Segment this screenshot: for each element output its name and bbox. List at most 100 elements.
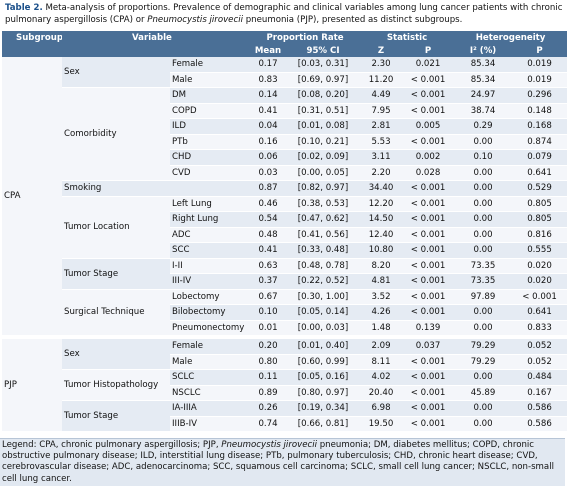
p-value: < 0.001 xyxy=(402,258,455,274)
p-value: < 0.001 xyxy=(402,211,455,228)
table-row: Tumor Histopathology SCLC 0.11 [0.05, 0.16]… xyxy=(2,369,568,401)
sub-variable: IIIB-IV xyxy=(170,416,251,432)
mean-value: 0.04 xyxy=(250,118,287,135)
p-value: < 0.001 xyxy=(402,273,455,290)
mean-value: 0.48 xyxy=(250,227,287,243)
header-ci: 95% CI xyxy=(286,44,361,57)
heterogeneity-p-value: 0.586 xyxy=(512,416,568,432)
table-row: CVD 0.03 [0.00, 0.05] 2.20 0.028 0.00 0.641 xyxy=(2,165,568,181)
i2-value: 45.89 xyxy=(454,385,513,401)
z-value: 20.40 xyxy=(360,385,403,401)
header-proportion-rate: Proportion Rate xyxy=(250,31,361,44)
sub-variable: NSCLC xyxy=(170,385,251,401)
category-label: Tumor Stage xyxy=(62,400,170,432)
ci-value: [0.66, 0.81] xyxy=(286,416,361,432)
heterogeneity-p-value: 0.833 xyxy=(512,320,568,336)
header-mean: Mean xyxy=(250,44,287,57)
heterogeneity-p-value: 0.296 xyxy=(512,87,568,104)
subgroup-label: CPA xyxy=(2,57,62,336)
legend-italic: Pneumocystis jirovecii xyxy=(221,440,317,450)
sub-variable: Female xyxy=(170,57,251,73)
mean-value: 0.37 xyxy=(250,273,287,290)
category-label: Sex xyxy=(62,57,170,88)
i2-value: 0.00 xyxy=(454,304,513,321)
p-value: < 0.001 xyxy=(402,196,455,212)
heterogeneity-p-value: 0.805 xyxy=(512,211,568,228)
sub-variable: IA-IIIA xyxy=(170,400,251,417)
ci-value: [0.22, 0.52] xyxy=(286,273,361,290)
mean-value: 0.06 xyxy=(250,149,287,166)
legend-before: Legend: CPA, chronic pulmonary aspergill… xyxy=(2,440,222,450)
table-row: ILD 0.04 [0.01, 0.08] 2.81 0.005 0.29 0.168 xyxy=(2,118,568,135)
header-i2: I² (%) xyxy=(454,44,513,57)
mean-value: 0.03 xyxy=(250,165,287,181)
header-subgroup: Subgroup xyxy=(2,31,62,44)
z-value: 1.48 xyxy=(360,320,403,336)
sub-variable: Male xyxy=(170,72,251,88)
sub-variable: SCC xyxy=(170,242,251,259)
mean-value: 0.14 xyxy=(250,87,287,104)
p-value: < 0.001 xyxy=(402,416,455,432)
table-row: Right Lung 0.54 [0.47, 0.62] 14.50 < 0.001 0.… xyxy=(2,211,568,228)
z-value: 2.09 xyxy=(360,339,403,355)
sub-variable: CVD xyxy=(170,165,251,181)
table-row: Tumor Location Left Lung 0.46 [0.38, 0.53] 1… xyxy=(2,196,568,259)
heterogeneity-p-value: 0.484 xyxy=(512,369,568,386)
p-value: < 0.001 xyxy=(402,385,455,401)
ci-value: [0.08, 0.20] xyxy=(286,87,361,104)
z-value: 6.98 xyxy=(360,400,403,417)
heterogeneity-p-value: 0.020 xyxy=(512,258,568,274)
sub-variable: I-II xyxy=(170,258,251,274)
table-row: IIIB-IV 0.74 [0.66, 0.81] 19.50 < 0.001 0.00 0… xyxy=(2,416,568,432)
sub-variable: ILD xyxy=(170,118,251,135)
heterogeneity-p-value: 0.019 xyxy=(512,72,568,88)
caption-text-before: Meta-analysis of proportions. Prevalence… xyxy=(5,3,563,25)
caption-label: Table 2. xyxy=(5,3,43,13)
p-value: < 0.001 xyxy=(402,289,455,305)
table-row: SCC 0.41 [0.33, 0.48] 10.80 < 0.001 0.00 0.555 xyxy=(2,242,568,259)
i2-value: 0.00 xyxy=(454,165,513,181)
table-row: ADC 0.48 [0.41, 0.56] 12.40 < 0.001 0.00 0.816 xyxy=(2,227,568,243)
mean-value: 0.11 xyxy=(250,369,287,386)
table-caption: Table 2. Meta-analysis of proportions. P… xyxy=(5,3,564,26)
heterogeneity-p-value: 0.805 xyxy=(512,196,568,212)
z-value: 4.49 xyxy=(360,87,403,104)
sub-variable: Female xyxy=(170,339,251,355)
heterogeneity-p-value: 0.586 xyxy=(512,400,568,417)
mean-value: 0.41 xyxy=(250,103,287,119)
i2-value: 73.35 xyxy=(454,273,513,290)
table-row: COPD 0.41 [0.31, 0.51] 7.95 < 0.001 38.74 0.14… xyxy=(2,103,568,119)
header-heterogeneity: Heterogeneity xyxy=(454,31,568,44)
ci-value: [0.05, 0.14] xyxy=(286,304,361,321)
z-value: 3.11 xyxy=(360,149,403,166)
z-value: 19.50 xyxy=(360,416,403,432)
z-value: 11.20 xyxy=(360,72,403,88)
i2-value: 0.00 xyxy=(454,320,513,336)
ci-value: [0.82, 0.97] xyxy=(286,180,361,197)
table-row: PJP Sex Female 0.20 [0.01, 0.40] 2.09 0.037 79.… xyxy=(2,339,568,432)
header-p: P xyxy=(402,44,455,57)
heterogeneity-p-value: 0.167 xyxy=(512,385,568,401)
table-row: CPA Sex Female 0.17 [0.03, 0.31] 2.30 0.021 85.… xyxy=(2,57,568,336)
ci-value: [0.01, 0.08] xyxy=(286,118,361,135)
z-value: 8.11 xyxy=(360,354,403,370)
table-row: Male 0.83 [0.69, 0.97] 11.20 < 0.001 85.34 0.0… xyxy=(2,72,568,88)
mean-value: 0.17 xyxy=(250,57,287,73)
i2-value: 85.34 xyxy=(454,57,513,73)
heterogeneity-p-value: 0.020 xyxy=(512,273,568,290)
sub-variable: Male xyxy=(170,354,251,370)
z-value: 10.80 xyxy=(360,242,403,259)
mean-value: 0.89 xyxy=(250,385,287,401)
z-value: 7.95 xyxy=(360,103,403,119)
heterogeneity-p-value: 0.816 xyxy=(512,227,568,243)
i2-value: 38.74 xyxy=(454,103,513,119)
sub-variable: CHD xyxy=(170,149,251,166)
ci-value: [0.00, 0.03] xyxy=(286,320,361,336)
heterogeneity-p-value: < 0.001 xyxy=(512,289,568,305)
p-value: < 0.001 xyxy=(402,134,455,150)
sub-variable: SCLC xyxy=(170,369,251,386)
category-label: Surgical Technique xyxy=(62,289,170,336)
heterogeneity-p-value: 0.641 xyxy=(512,304,568,321)
z-value: 2.81 xyxy=(360,118,403,135)
table-row: Tumor Stage IA-IIIA 0.26 [0.19, 0.34] 6.98 < … xyxy=(2,400,568,432)
